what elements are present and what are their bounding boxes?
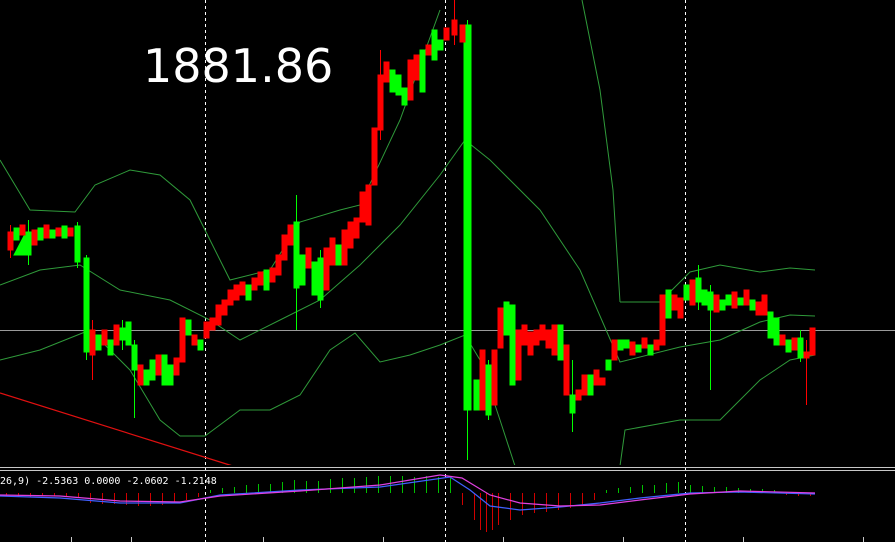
macd-line [0, 476, 816, 511]
trend-line [0, 392, 237, 468]
price-label: 1881.86 [143, 39, 333, 93]
signal-line [0, 474, 816, 507]
bullish-candles [13, 24, 804, 416]
time-ticks [71, 537, 864, 542]
bullish-wicks [28, 20, 801, 460]
bearish-candles [7, 19, 816, 411]
bearish-wicks [10, 0, 807, 405]
upper-band [0, 9, 441, 281]
lower-band [619, 354, 816, 467]
upper-band [581, 0, 621, 303]
middle-band [0, 139, 816, 363]
indicator-label: 26,9) -2.5363 0.0000 -2.0602 -1.2148 [0, 476, 217, 487]
bollinger-bands [0, 0, 816, 467]
period-separators [205, 0, 686, 542]
panel-gap [0, 465, 895, 468]
